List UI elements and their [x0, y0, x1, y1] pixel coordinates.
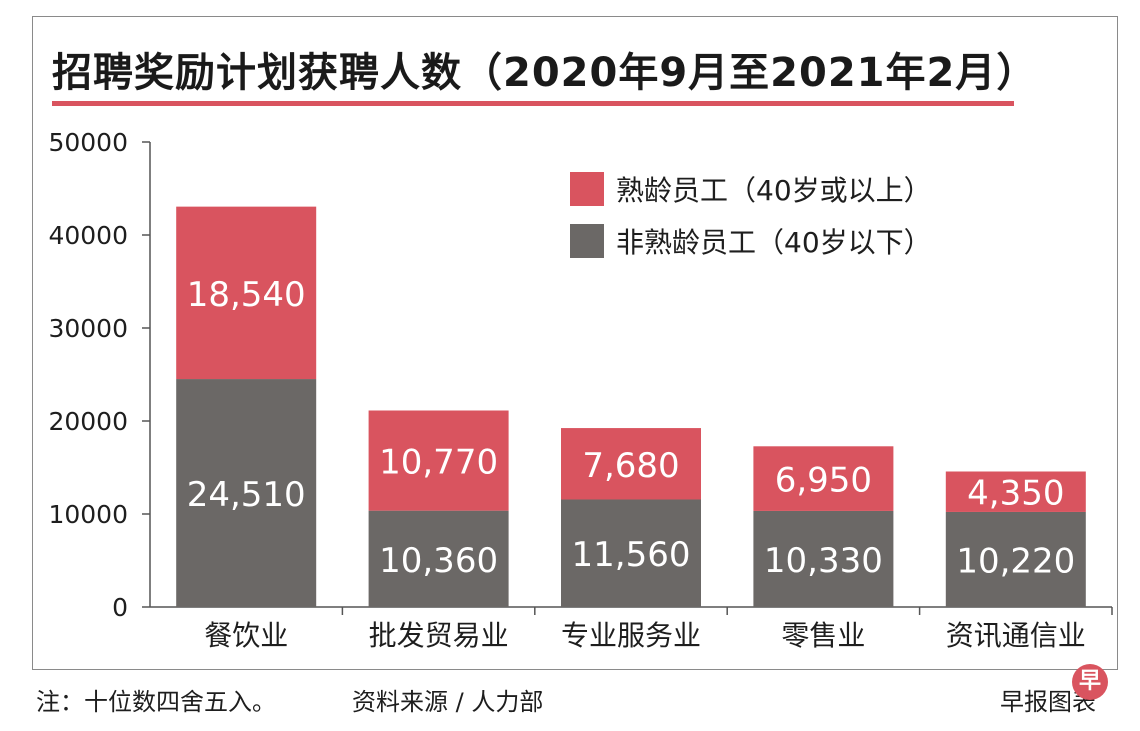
bar-segment — [561, 499, 701, 607]
bar-segment — [945, 511, 1086, 607]
legend-label: 熟龄员工（40岁或以上） — [616, 174, 932, 207]
bar-value-label: 11,560 — [572, 535, 691, 575]
legend-label: 非熟龄员工（40岁以下） — [616, 226, 932, 259]
x-category-label: 专业服务业 — [561, 619, 701, 652]
bar-value-label: 10,770 — [379, 443, 498, 483]
y-tick-label: 50000 — [48, 128, 128, 157]
x-category-label: 零售业 — [781, 619, 865, 652]
bar-value-label: 6,950 — [775, 461, 872, 501]
bar-value-label: 18,540 — [187, 275, 306, 315]
legend-swatch — [570, 172, 604, 206]
bar-segment — [753, 446, 894, 511]
bar-value-label: 24,510 — [187, 475, 306, 515]
source-note: 资料来源 / 人力部 — [352, 688, 544, 716]
bar-segment — [945, 471, 1086, 512]
x-category-label: 资讯通信业 — [946, 619, 1086, 652]
y-tick-label: 30000 — [48, 314, 128, 343]
y-tick-label: 10000 — [48, 500, 128, 529]
bar-segment — [176, 206, 317, 380]
x-category-label: 餐饮业 — [204, 619, 288, 652]
legend-swatch — [570, 224, 604, 258]
bar-value-label: 10,330 — [764, 541, 883, 581]
zaobao-logo-icon: 早 — [1072, 664, 1108, 700]
chart-title: 招聘奖励计划获聘人数（2020年9月至2021年2月） — [52, 50, 1038, 96]
y-tick-label: 20000 — [48, 407, 128, 436]
chart-frame — [32, 16, 1118, 670]
y-tick-label: 40000 — [48, 221, 128, 250]
bar-segment — [561, 428, 701, 500]
bar-value-label: 4,350 — [967, 474, 1064, 514]
title-underline — [52, 101, 1014, 106]
bar-segment — [753, 510, 894, 607]
x-category-label: 批发贸易业 — [369, 619, 509, 652]
footnote: 注：十位数四舍五入。 — [36, 688, 276, 716]
bar-segment — [176, 379, 317, 607]
bar-value-label: 10,360 — [379, 541, 498, 581]
bar-segment — [368, 410, 509, 511]
bar-segment — [368, 510, 509, 607]
bar-value-label: 7,680 — [582, 446, 679, 486]
bar-value-label: 10,220 — [956, 541, 1075, 581]
y-tick-label: 0 — [112, 593, 128, 622]
